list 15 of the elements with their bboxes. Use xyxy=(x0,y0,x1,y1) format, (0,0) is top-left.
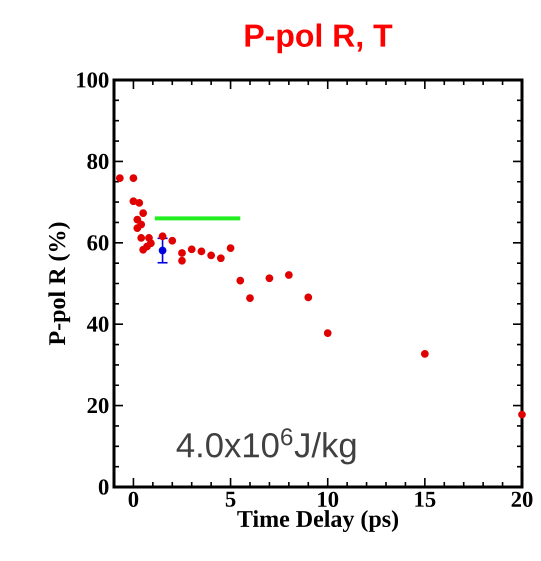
x-tick-label: 20 xyxy=(512,492,532,508)
y-tick-label: 60 xyxy=(87,235,108,250)
y-tick-label: 80 xyxy=(87,154,108,170)
annotation: 4.0x10$^{6}$J/kg xyxy=(176,428,356,464)
y-axis-title: P-pol R (%) xyxy=(48,222,70,346)
x-tick-label: 0 xyxy=(128,492,138,508)
y-tick-label: 40 xyxy=(86,316,108,332)
x-tick-label: 10 xyxy=(318,492,338,508)
y-tick-label: 20 xyxy=(88,398,108,414)
y-tick-label: 100 xyxy=(77,72,108,88)
x-tick-label: 15 xyxy=(415,492,436,507)
chart-title: P-pol R, T xyxy=(245,23,392,54)
x-tick-label: 5 xyxy=(226,492,236,507)
x-axis-title: Time Delay (ps) xyxy=(237,510,398,532)
y-tick-label: 0 xyxy=(98,479,108,495)
